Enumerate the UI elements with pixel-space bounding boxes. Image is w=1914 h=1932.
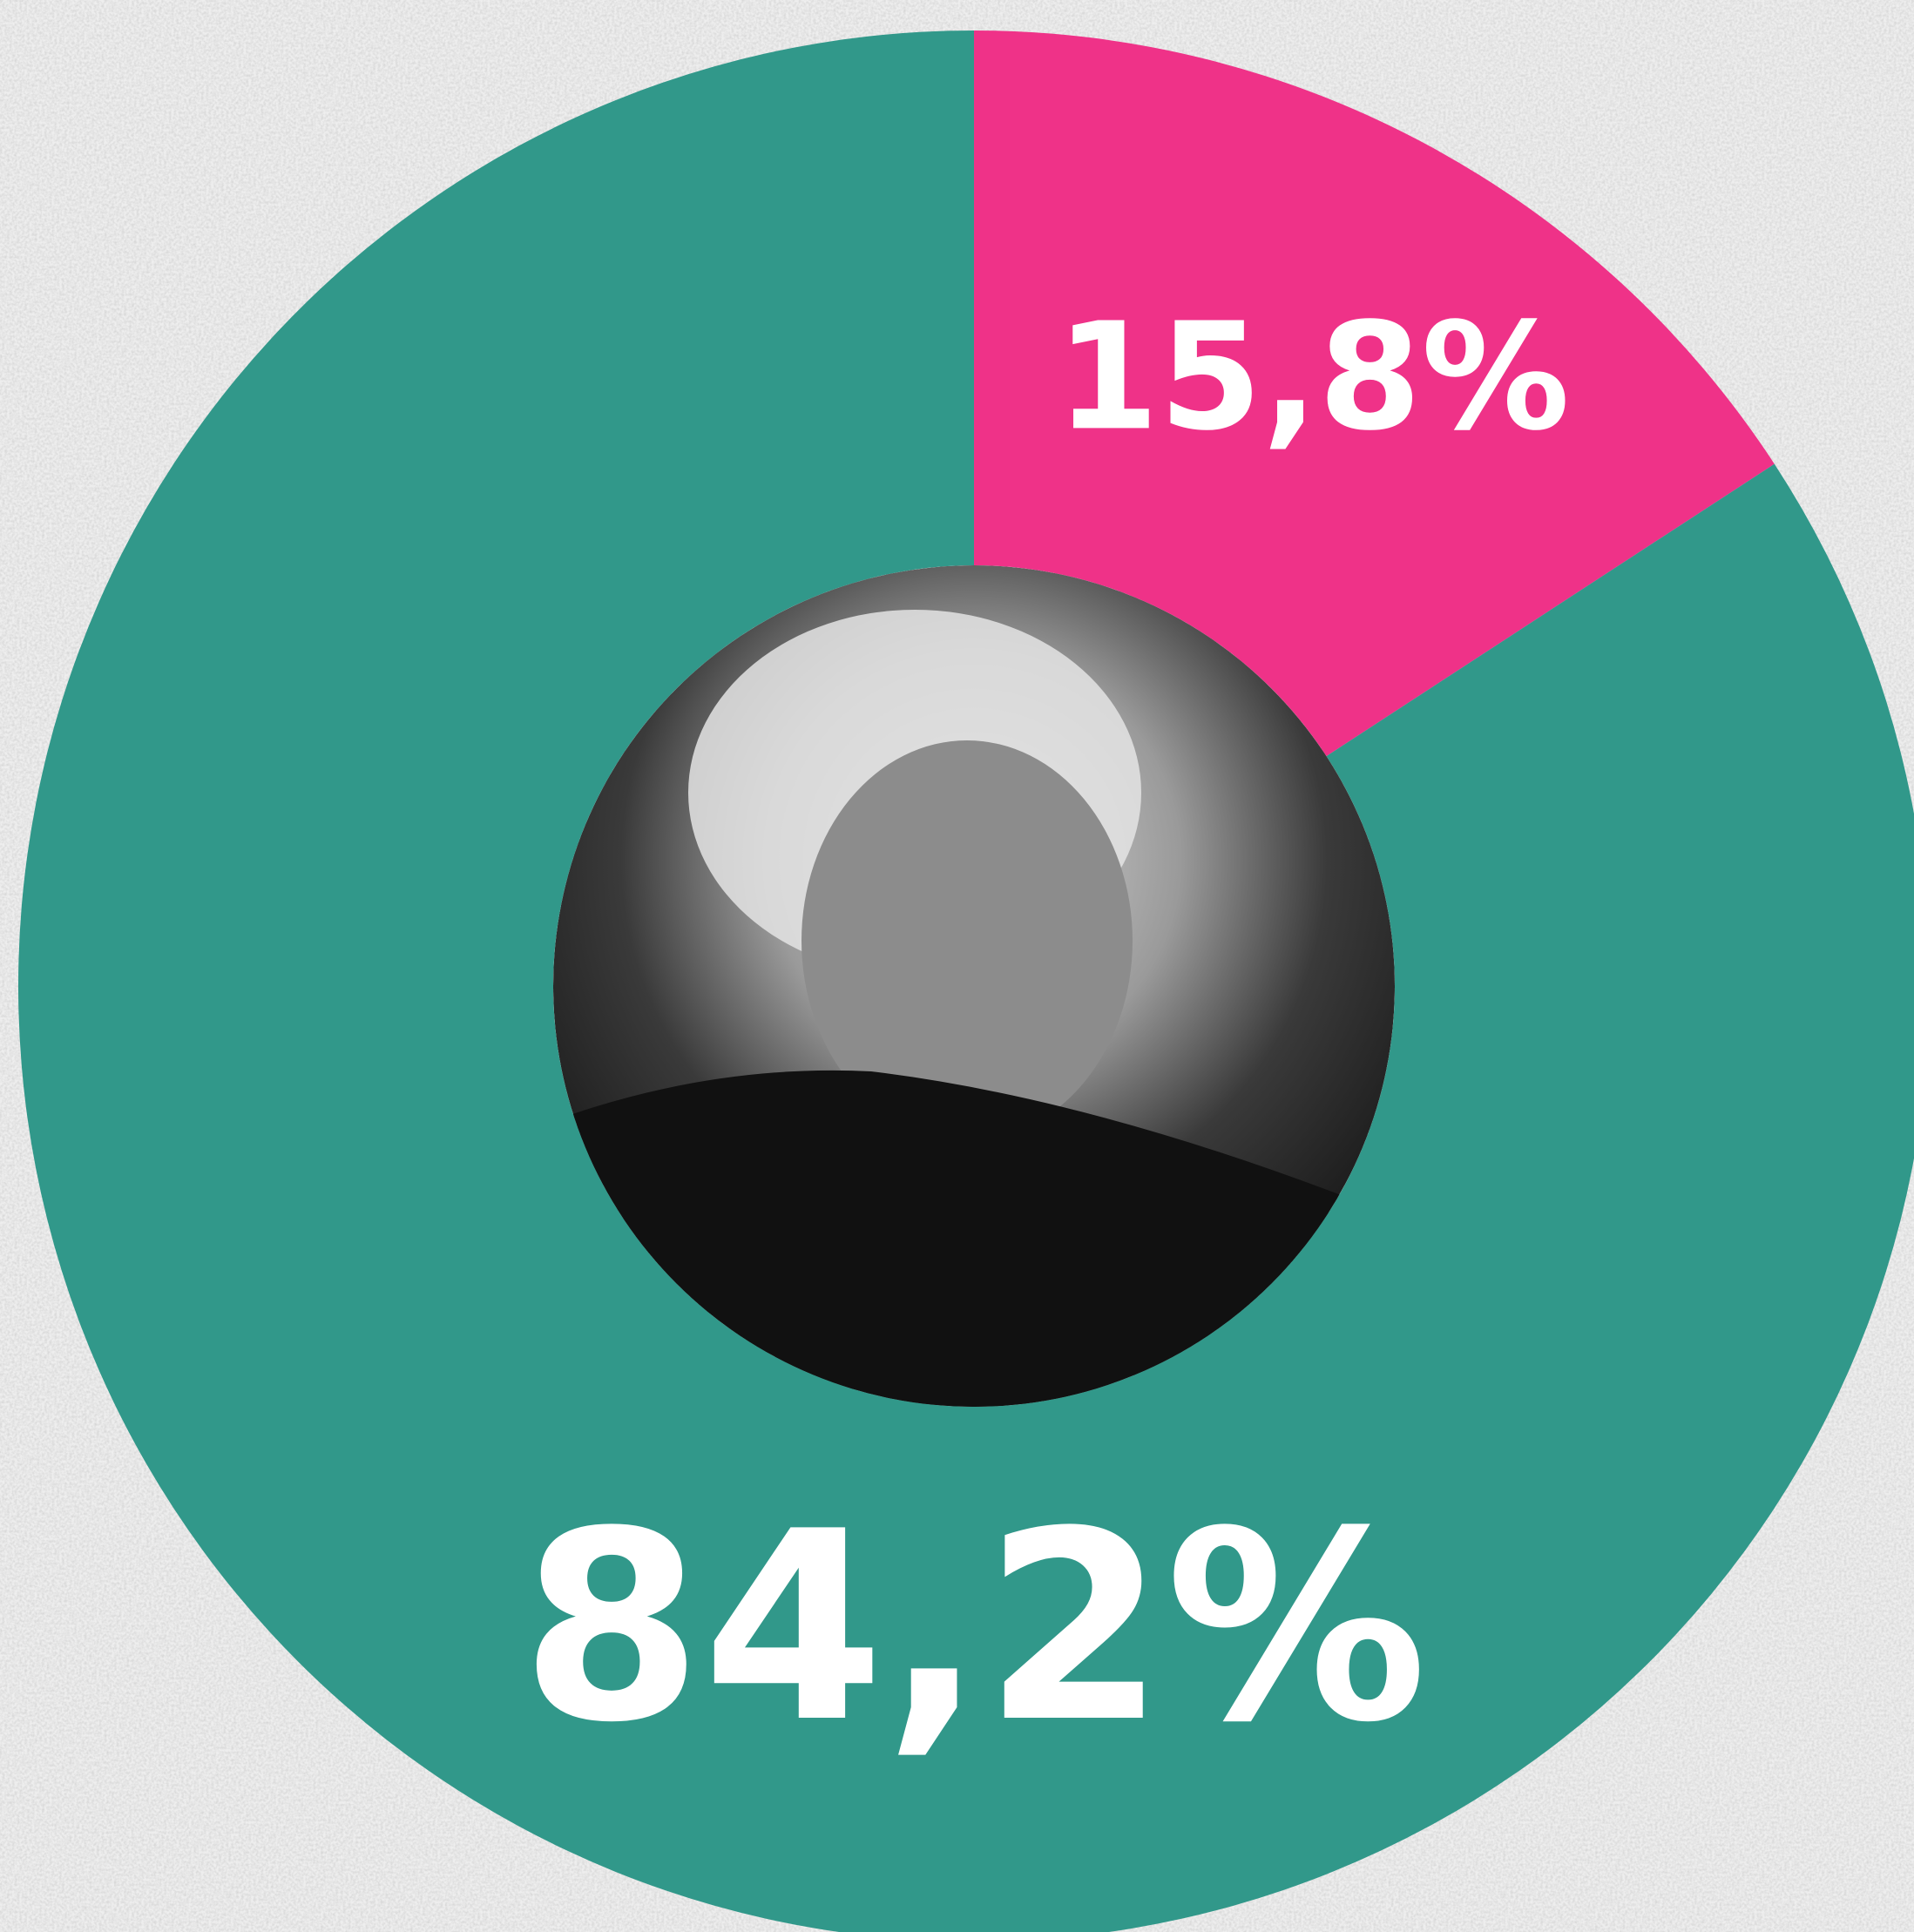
donut: [18, 30, 1914, 1932]
value-label: 15,8%: [1056, 291, 1570, 463]
value-label: 84,2%: [521, 1476, 1428, 1780]
portrait: [553, 565, 1395, 1407]
labels: 15,8% 84,2%: [521, 291, 1570, 1780]
slice: [974, 30, 1775, 757]
slice: [18, 30, 1914, 1932]
portrait-face: [801, 740, 1133, 1141]
